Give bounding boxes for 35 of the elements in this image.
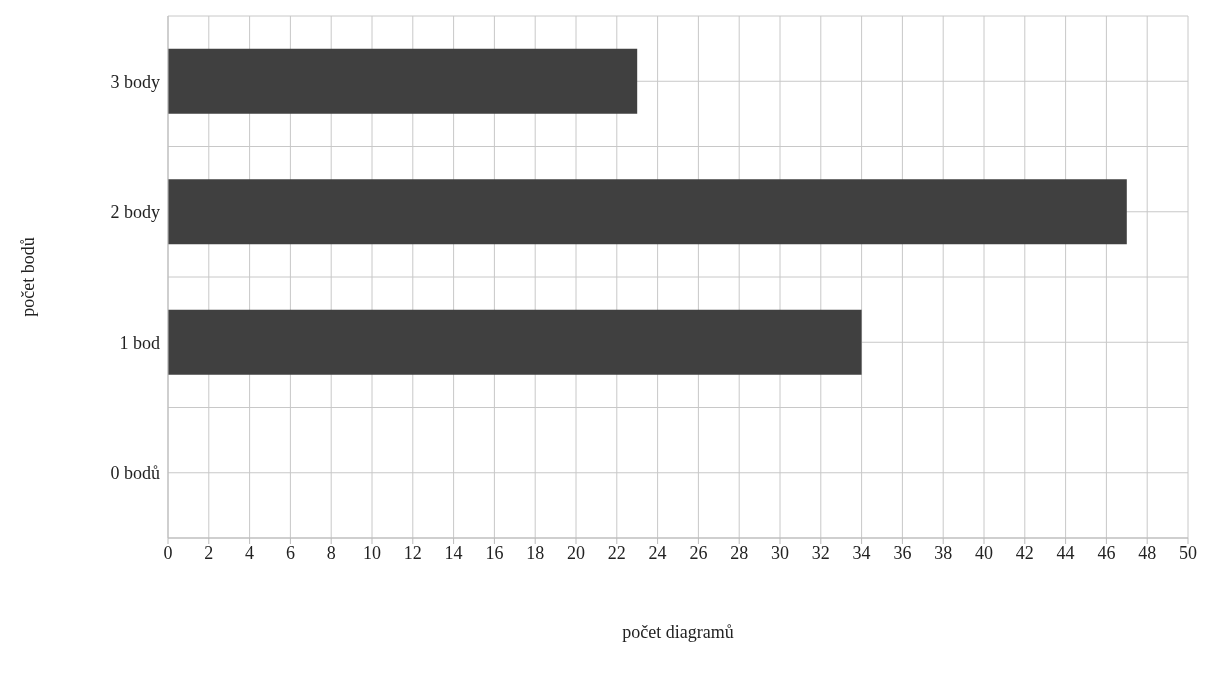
x-tick-label: 6 bbox=[285, 542, 295, 563]
bar bbox=[168, 48, 638, 114]
bar bbox=[168, 179, 1127, 245]
x-tick-label: 22 bbox=[607, 542, 626, 563]
y-tick-label: 2 body bbox=[110, 202, 160, 223]
y-tick-label: 0 bodů bbox=[110, 463, 160, 484]
x-tick-label: 20 bbox=[567, 542, 585, 563]
x-tick-label: 38 bbox=[934, 542, 953, 563]
x-tick-label: 32 bbox=[811, 542, 830, 563]
x-tick-label: 10 bbox=[363, 542, 381, 563]
x-axis-title: počet diagramů bbox=[622, 622, 734, 642]
x-tick-label: 26 bbox=[689, 542, 708, 563]
x-tick-label: 40 bbox=[975, 542, 993, 563]
x-tick-label: 16 bbox=[485, 542, 504, 563]
y-tick-label: 1 bod bbox=[119, 332, 160, 353]
x-tick-label: 44 bbox=[1056, 542, 1075, 563]
x-tick-label: 30 bbox=[771, 542, 789, 563]
x-tick-label: 34 bbox=[852, 542, 871, 563]
x-tick-label: 14 bbox=[444, 542, 463, 563]
x-tick-label: 2 bbox=[204, 542, 214, 563]
x-tick-label: 8 bbox=[326, 542, 336, 563]
x-tick-label: 24 bbox=[648, 542, 667, 563]
y-axis-title: počet bodů bbox=[18, 237, 39, 317]
y-tick-label: 3 body bbox=[110, 71, 160, 92]
x-tick-label: 46 bbox=[1097, 542, 1116, 563]
bar bbox=[168, 309, 862, 375]
x-tick-label: 0 bbox=[163, 542, 173, 563]
x-tick-label: 42 bbox=[1015, 542, 1034, 563]
x-tick-label: 36 bbox=[893, 542, 912, 563]
x-tick-label: 18 bbox=[526, 542, 545, 563]
x-tick-label: 28 bbox=[730, 542, 749, 563]
x-tick-label: 50 bbox=[1179, 542, 1197, 563]
x-tick-label: 4 bbox=[245, 542, 255, 563]
x-tick-label: 48 bbox=[1138, 542, 1157, 563]
x-tick-label: 12 bbox=[403, 542, 422, 563]
